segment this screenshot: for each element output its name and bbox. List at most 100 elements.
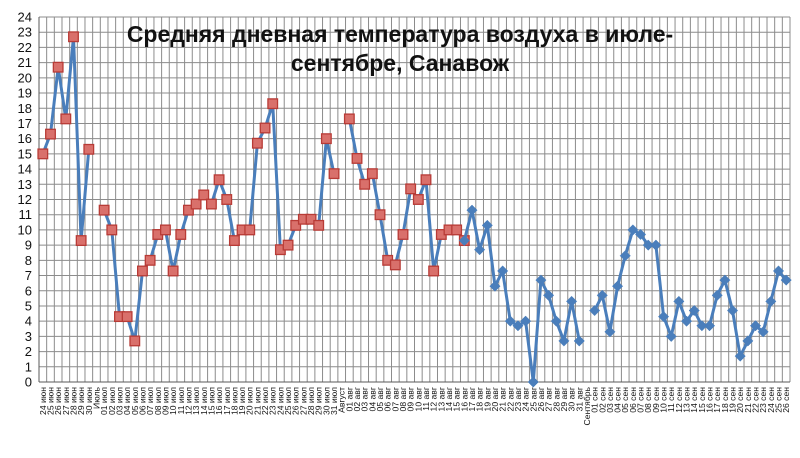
x-tick-label: 29 июл — [314, 387, 324, 415]
data-point-square — [83, 143, 95, 155]
x-tick-label: 15 авг — [452, 387, 462, 411]
x-tick-label: 18 авг — [475, 387, 485, 411]
x-tick-label: 20 авг — [490, 387, 500, 411]
data-point-diamond — [726, 304, 739, 317]
y-tick-label: 1 — [25, 359, 32, 374]
data-point-diamond — [543, 289, 555, 301]
x-tick-label: 23 сен — [758, 387, 768, 413]
data-point-diamond — [550, 315, 562, 327]
x-tick-label: 22 сен — [751, 387, 761, 413]
x-tick-label: 12 авг — [429, 387, 439, 411]
x-tick-label: 30 июл — [321, 387, 331, 415]
data-point-diamond — [757, 326, 769, 338]
x-tick-label: 17 июл — [222, 387, 232, 415]
x-tick-label: 11 июл — [176, 387, 186, 414]
x-tick-label: 06 июл — [137, 387, 147, 415]
x-tick-label: 24 июн — [38, 387, 48, 415]
x-tick-label: 06 сен — [628, 387, 638, 413]
x-tick-label: 27 авг — [544, 387, 554, 411]
data-point-square — [45, 128, 56, 140]
series — [37, 31, 792, 388]
x-tick-label: 16 июл — [214, 387, 224, 415]
x-tick-label: 09 авг — [406, 387, 416, 411]
y-tick-label: 2 — [25, 344, 32, 359]
x-tick-label: 04 июл — [122, 387, 132, 415]
x-tick-label: 08 авг — [398, 387, 408, 411]
data-point-diamond — [765, 295, 777, 307]
x-tick-label: 21 авг — [498, 387, 508, 411]
x-tick-label: 24 сен — [766, 387, 776, 413]
x-tick-label: 06 авг — [383, 387, 393, 411]
data-point-square — [313, 219, 325, 231]
data-point-diamond — [497, 265, 509, 277]
y-tick-label: 5 — [25, 298, 32, 313]
data-point-diamond — [458, 235, 470, 247]
data-point-square — [259, 122, 271, 134]
x-tick-label: 19 авг — [482, 387, 492, 411]
x-tick-label: 14 авг — [444, 387, 454, 411]
x-tick-label: 12 июл — [183, 387, 193, 415]
x-tick-label: 25 июн — [45, 387, 55, 415]
y-tick-label: 13 — [18, 177, 32, 192]
x-tick-label: 05 июл — [130, 387, 140, 415]
data-point-diamond — [673, 295, 685, 307]
y-tick-label: 20 — [18, 70, 32, 85]
x-tick-label: 18 сен — [720, 387, 730, 413]
data-point-square — [106, 224, 118, 236]
x-tick-label: 02 сен — [597, 387, 607, 413]
data-point-square — [198, 189, 210, 201]
data-point-square — [182, 204, 194, 216]
data-point-square — [190, 198, 202, 210]
data-point-diamond — [642, 239, 654, 251]
x-tick-label: 05 сен — [620, 387, 630, 413]
chart-title-line-1: Средняя дневная температура воздуха в ию… — [127, 21, 673, 47]
y-tick-label: 15 — [18, 146, 32, 161]
x-tick-label: 25 авг — [528, 387, 538, 411]
data-point-diamond — [696, 320, 708, 332]
x-tick-label: 21 сен — [743, 387, 753, 413]
data-point-square — [328, 168, 340, 180]
x-tick-label: 12 сен — [674, 387, 684, 413]
data-point-square — [60, 113, 72, 125]
x-tick-label: 28 авг — [551, 387, 561, 411]
data-point-square — [305, 213, 317, 225]
x-tick-label: Сентябрь — [582, 386, 592, 425]
x-tick-label: 26 сен — [781, 387, 791, 413]
data-point-square — [412, 194, 424, 205]
data-point-diamond — [512, 320, 524, 332]
y-tick-label: 21 — [18, 55, 32, 70]
y-tick-label: 14 — [18, 162, 32, 177]
data-point-square — [374, 209, 386, 221]
x-tick-label: 29 авг — [559, 387, 569, 411]
data-point-square — [359, 178, 371, 190]
data-point-diamond — [520, 315, 532, 327]
data-point-diamond — [481, 219, 493, 231]
x-tick-label: 23 авг — [513, 387, 523, 411]
x-tick-label: 24 июл — [275, 387, 285, 415]
x-tick-label: 02 авг — [352, 387, 362, 411]
x-tick-label: 03 авг — [360, 387, 370, 411]
data-point-diamond — [688, 304, 700, 317]
y-tick-label: 8 — [25, 253, 32, 268]
x-tick-label: 25 июл — [283, 387, 293, 415]
data-point-square — [343, 113, 355, 125]
x-tick-label: 02 июл — [107, 387, 117, 415]
x-tick-label: 23 июл — [268, 387, 278, 415]
y-tick-label: 12 — [18, 192, 32, 207]
data-point-diamond — [527, 376, 539, 388]
x-tick-label: 17 сен — [712, 387, 722, 413]
y-tick-label: 24 — [18, 10, 32, 25]
x-tick-label: 09 июл — [160, 387, 170, 415]
data-point-square — [37, 148, 49, 160]
data-point-square — [129, 335, 141, 347]
data-point-diamond — [466, 204, 478, 216]
x-tick-label: 13 июл — [191, 387, 201, 415]
x-tick-label: 28 июл — [306, 387, 316, 415]
x-tick-label: 03 июл — [114, 387, 124, 415]
x-tick-label: 26 июн — [53, 387, 63, 415]
x-tick-label: 29 июн — [76, 387, 86, 415]
